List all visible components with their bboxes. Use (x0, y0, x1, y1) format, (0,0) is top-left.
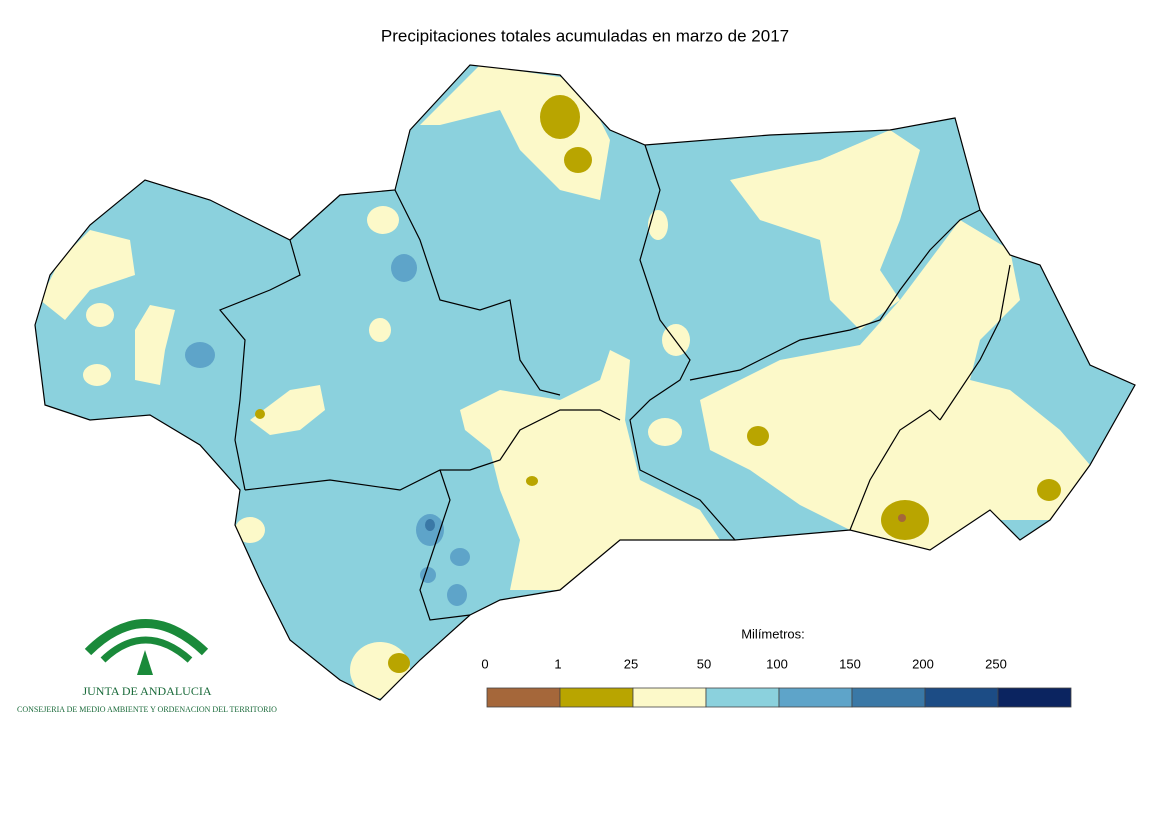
legend-swatch (924, 687, 999, 708)
legend-tick-label: 1 (554, 656, 561, 671)
logo-subtitle: CONSEJERIA DE MEDIO AMBIENTE Y ORDENACIO… (17, 705, 277, 714)
legend-swatch (778, 687, 853, 708)
logo-mark (137, 650, 153, 675)
legend-swatch (632, 687, 707, 708)
field-olive (255, 95, 1061, 673)
legend-swatch (559, 687, 634, 708)
legend-tick-label: 200 (912, 656, 934, 671)
legend-swatch (705, 687, 780, 708)
legend-tick-label: 0 (481, 656, 488, 671)
legend-swatch (486, 687, 561, 708)
map-title: Precipitaciones totales acumuladas en ma… (381, 26, 789, 45)
legend-tick-label: 250 (985, 656, 1007, 671)
legend-title: Milímetros: (741, 626, 805, 641)
field-yellow (40, 65, 1090, 698)
legend-tick-label: 100 (766, 656, 788, 671)
legend-swatch (997, 687, 1072, 708)
province-borders (34, 64, 1136, 701)
logo-name: JUNTA DE ANDALUCIA (82, 684, 211, 698)
logo-arc (84, 619, 209, 656)
field-dark-blue (425, 519, 435, 531)
legend-swatch (851, 687, 926, 708)
legend-tick-label: 25 (624, 656, 638, 671)
legend-tick-label: 150 (839, 656, 861, 671)
legend: 0 1 25 50 100 150 200 250 (481, 656, 1072, 708)
logo-arc (100, 636, 193, 663)
logo: JUNTA DE ANDALUCIA CONSEJERIA DE MEDIO A… (17, 619, 277, 714)
field-brown (898, 514, 906, 522)
legend-tick-label: 50 (697, 656, 711, 671)
